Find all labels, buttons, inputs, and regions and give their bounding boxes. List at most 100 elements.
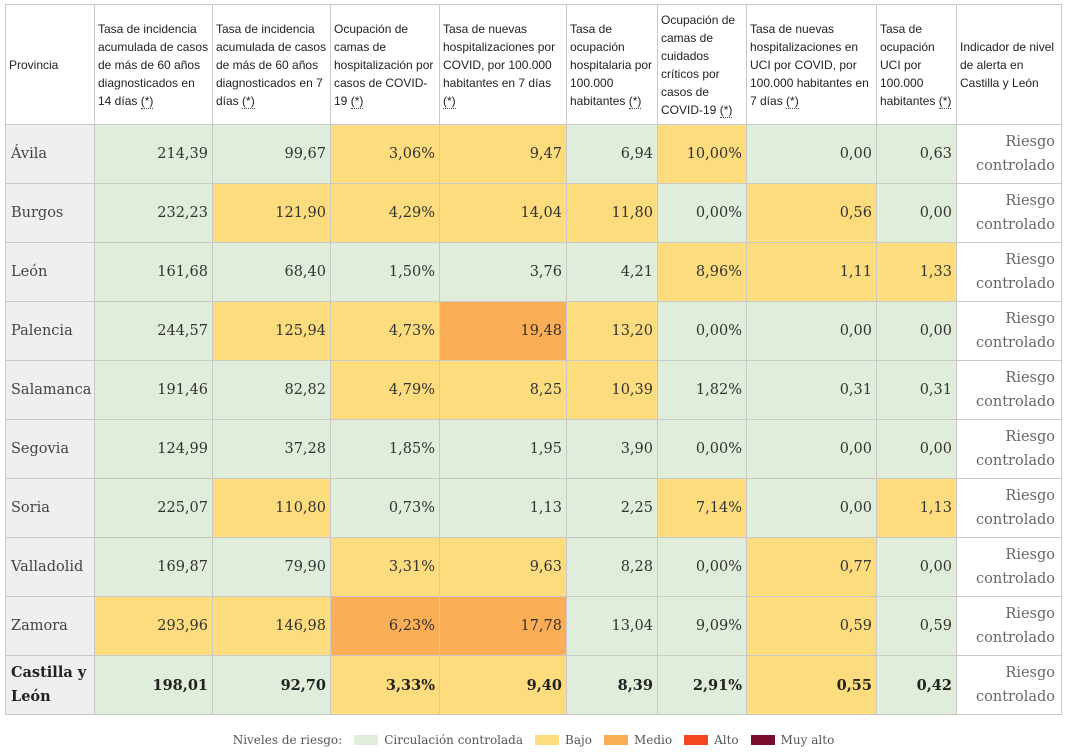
- indicator-cell: 0,00%: [657, 419, 747, 479]
- header-provincia: Provincia: [5, 4, 95, 125]
- province-name: Palencia: [5, 301, 95, 361]
- indicator-cell: 110,80: [212, 478, 331, 538]
- indicator-cell: 0,00%: [657, 301, 747, 361]
- header-col-7: Tasa de nuevas hospitalizaciones en UCI …: [746, 4, 877, 125]
- indicator-cell: 4,21: [566, 242, 658, 302]
- indicator-cell: 13,20: [566, 301, 658, 361]
- indicator-cell: 1,85%: [330, 419, 440, 479]
- indicator-cell: 232,23: [94, 183, 213, 243]
- legend-items: Circulación controlada Bajo Medio Alto Muy a…: [342, 733, 834, 747]
- indicator-cell: 191,46: [94, 360, 213, 420]
- table-row: Zamora 293,96 146,98 6,23% 17,78 13,04 9,09% 0,…: [5, 596, 1062, 656]
- indicator-cell: 19,48: [439, 301, 567, 361]
- alert-level-cell: Riesgo controlado: [956, 537, 1062, 597]
- indicator-cell: 10,39: [566, 360, 658, 420]
- indicator-cell: 0,00%: [657, 183, 747, 243]
- indicator-cell: 2,91%: [657, 655, 747, 715]
- indicator-cell: 0,00: [746, 478, 877, 538]
- table-row: Soria 225,07 110,80 0,73% 1,13 2,25 7,14% 0,00 1…: [5, 478, 1062, 538]
- asterisk-note-link[interactable]: (*): [242, 93, 255, 109]
- alert-level-cell: Riesgo controlado: [956, 419, 1062, 479]
- indicator-cell: 37,28: [212, 419, 331, 479]
- header-alerta: Indicador de nivel de alerta en Castilla…: [956, 4, 1062, 125]
- legend-label: Medio: [633, 733, 673, 747]
- province-name: Castilla y León: [5, 655, 95, 715]
- indicator-cell: 0,42: [876, 655, 957, 715]
- indicator-cell: 0,59: [876, 596, 957, 656]
- asterisk-note-link[interactable]: (*): [786, 93, 799, 109]
- legend-swatch: [603, 735, 628, 745]
- province-name: León: [5, 242, 95, 302]
- legend-swatch: [684, 735, 709, 745]
- indicator-cell: 4,73%: [330, 301, 440, 361]
- table-row: Salamanca 191,46 82,82 4,79% 8,25 10,39 1,82% 0…: [5, 360, 1062, 420]
- legend-swatch: [535, 735, 560, 745]
- alert-level-cell: Riesgo controlado: [956, 124, 1062, 184]
- legend-label: Circulación controlada: [384, 733, 524, 747]
- alert-level-cell: Riesgo controlado: [956, 596, 1062, 656]
- indicator-cell: 3,06%: [330, 124, 440, 184]
- indicator-cell: 92,70: [212, 655, 331, 715]
- asterisk-note-link[interactable]: (*): [719, 102, 733, 118]
- indicator-cell: 124,99: [94, 419, 213, 479]
- header-row: Provincia Tasa de incidencia acumulada d…: [5, 4, 1062, 125]
- indicator-cell: 225,07: [94, 478, 213, 538]
- table-row: León 161,68 68,40 1,50% 3,76 4,21 8,96% 1,11 1,3…: [5, 242, 1062, 302]
- legend-label: Muy alto: [780, 733, 835, 747]
- asterisk-note-link[interactable]: (*): [350, 93, 364, 109]
- indicator-cell: 11,80: [566, 183, 658, 243]
- alert-indicators-table: Provincia Tasa de incidencia acumulada d…: [5, 4, 1062, 715]
- indicator-cell: 82,82: [212, 360, 331, 420]
- indicator-cell: 0,55: [746, 655, 877, 715]
- indicator-cell: 146,98: [212, 596, 331, 656]
- indicator-cell: 1,11: [746, 242, 877, 302]
- indicator-cell: 1,95: [439, 419, 567, 479]
- table-row: Ávila 214,39 99,67 3,06% 9,47 6,94 10,00% 0,00 0…: [5, 124, 1062, 184]
- alert-level-cell: Riesgo controlado: [956, 655, 1062, 715]
- indicator-cell: 17,78: [439, 596, 567, 656]
- indicator-cell: 121,90: [212, 183, 331, 243]
- indicator-cell: 9,47: [439, 124, 567, 184]
- asterisk-note-link[interactable]: (*): [938, 93, 952, 109]
- indicator-cell: 1,82%: [657, 360, 747, 420]
- indicator-cell: 0,00: [876, 301, 957, 361]
- indicator-cell: 0,00: [876, 183, 957, 243]
- table-row: Castilla y León 198,01 92,70 3,33% 9,40 8,39 2…: [5, 655, 1062, 715]
- indicator-cell: 9,63: [439, 537, 567, 597]
- header-col-3: Ocupación de camas de hospitalización po…: [330, 4, 440, 125]
- indicator-cell: 99,67: [212, 124, 331, 184]
- indicator-cell: 214,39: [94, 124, 213, 184]
- indicator-cell: 293,96: [94, 596, 213, 656]
- indicator-cell: 0,73%: [330, 478, 440, 538]
- alert-level-cell: Riesgo controlado: [956, 183, 1062, 243]
- table-body: Ávila 214,39 99,67 3,06% 9,47 6,94 10,00% 0,00 0…: [5, 124, 1062, 715]
- indicator-cell: 79,90: [212, 537, 331, 597]
- province-name: Ávila: [5, 124, 95, 184]
- province-name: Soria: [5, 478, 95, 538]
- indicator-cell: 2,25: [566, 478, 658, 538]
- indicator-cell: 8,96%: [657, 242, 747, 302]
- indicator-cell: 0,00: [746, 124, 877, 184]
- indicator-cell: 3,31%: [330, 537, 440, 597]
- indicator-cell: 0,00: [876, 419, 957, 479]
- indicator-cell: 13,04: [566, 596, 658, 656]
- legend-title: Niveles de riesgo:: [232, 733, 343, 747]
- indicator-cell: 0,31: [746, 360, 877, 420]
- asterisk-note-link[interactable]: (*): [443, 93, 456, 109]
- table-row: Palencia 244,57 125,94 4,73% 19,48 13,20 0,00%…: [5, 301, 1062, 361]
- header-col-1: Tasa de incidencia acumulada de casos de…: [94, 4, 213, 125]
- indicator-cell: 9,40: [439, 655, 567, 715]
- indicator-cell: 244,57: [94, 301, 213, 361]
- indicator-cell: 8,28: [566, 537, 658, 597]
- indicator-cell: 3,76: [439, 242, 567, 302]
- header-col-4: Tasa de nuevas hospitalizaciones por COV…: [439, 4, 567, 125]
- asterisk-note-link[interactable]: (*): [140, 93, 154, 109]
- alert-level-cell: Riesgo controlado: [956, 360, 1062, 420]
- province-name: Valladolid: [5, 537, 95, 597]
- asterisk-note-link[interactable]: (*): [628, 93, 642, 109]
- indicator-cell: 8,39: [566, 655, 658, 715]
- indicator-cell: 1,13: [876, 478, 957, 538]
- legend-swatch: [354, 735, 379, 745]
- legend-label: Bajo: [565, 733, 592, 747]
- indicator-cell: 3,90: [566, 419, 658, 479]
